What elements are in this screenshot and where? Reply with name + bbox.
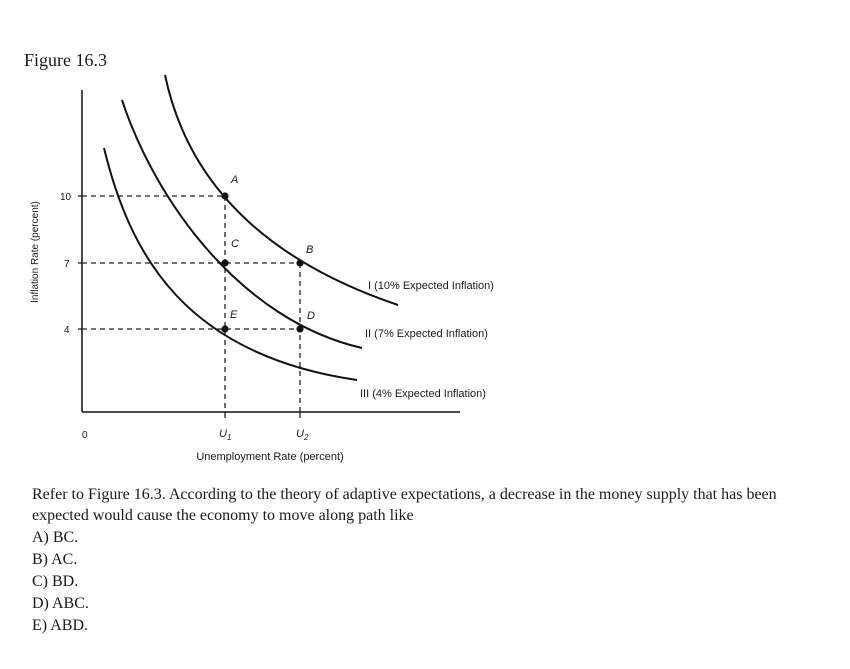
point-marker <box>221 192 229 200</box>
x-tick-label: U2 <box>296 428 309 442</box>
point-marker <box>221 325 229 333</box>
curve-label: II (7% Expected Inflation) <box>365 328 488 340</box>
curve-label: III (4% Expected Inflation) <box>360 388 486 400</box>
x-axis-title: Unemployment Rate (percent) <box>196 451 343 463</box>
y-axis-title: Inflation Rate (percent) <box>30 201 41 303</box>
curves <box>103 74 399 381</box>
y-tick-label: 10 <box>60 192 72 203</box>
point-marker <box>221 259 229 267</box>
dashed-guides <box>78 195 301 418</box>
answer-option[interactable]: C) BD. <box>32 573 79 590</box>
question-text: Refer to Figure 16.3. According to the t… <box>32 486 777 524</box>
y-tick-label: 7 <box>64 259 70 270</box>
chart-text: A B C D E 10 7 4 U1 U2 0 Unemployment Rate (percent… <box>30 174 494 463</box>
figure-title: Figure 16.3 <box>24 50 107 70</box>
point-label: D <box>307 310 315 322</box>
curve-line <box>103 147 358 381</box>
point-label: C <box>231 238 239 250</box>
chart-axes <box>81 90 460 413</box>
answer-option[interactable]: E) ABD. <box>32 617 88 634</box>
point-marker <box>296 325 304 333</box>
origin-label: 0 <box>82 430 88 441</box>
answer-option[interactable]: D) ABC. <box>32 595 89 612</box>
answer-option[interactable]: B) AC. <box>32 551 78 568</box>
point-label: E <box>230 309 238 321</box>
points <box>221 192 304 333</box>
y-tick-label: 4 <box>64 325 70 336</box>
x-tick-label: U1 <box>219 428 231 442</box>
point-marker <box>296 259 304 267</box>
point-label: A <box>230 174 238 186</box>
curve-line <box>164 74 399 306</box>
curve-label: I (10% Expected Inflation) <box>368 280 494 292</box>
point-label: B <box>306 244 313 256</box>
question-block: Refer to Figure 16.3. According to the t… <box>32 484 832 637</box>
answer-option[interactable]: A) BC. <box>32 529 79 546</box>
phillips-curve-chart: A B C D E 10 7 4 U1 U2 0 Unemployment Rate (percent… <box>30 74 494 463</box>
answer-options: A) BC. B) AC. C) BD. D) ABC. E) ABD. <box>32 527 832 637</box>
curve-line <box>121 99 363 349</box>
